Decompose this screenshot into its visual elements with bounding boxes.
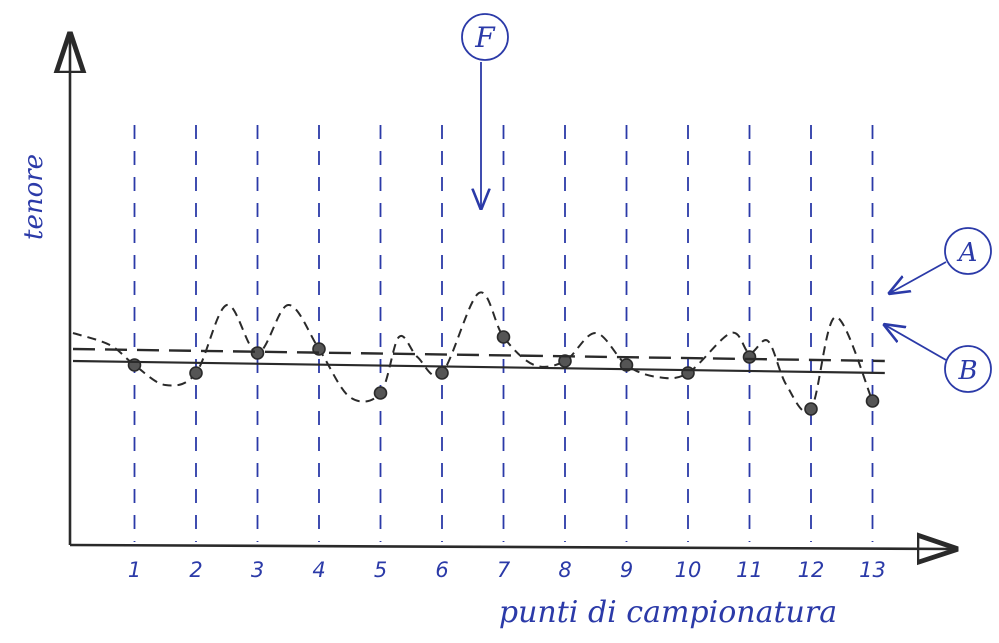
x-tick-2: 2	[189, 558, 202, 582]
x-tick-labels: 1 2 3 4 5 6 7 8 9 10 11 12 13	[128, 558, 886, 582]
annotation-A-label: A	[957, 238, 978, 268]
x-tick-4: 4	[312, 558, 325, 582]
annotation-B-label: B	[957, 356, 977, 386]
x-tick-1: 1	[128, 558, 141, 582]
x-tick-10: 10	[675, 558, 702, 582]
sample-point-13	[865, 394, 880, 408]
annotation-B: B	[885, 325, 992, 393]
annotation-F: F	[461, 13, 509, 208]
x-axis-label: punti di campionatura	[499, 595, 837, 630]
annotation-F-label: F	[474, 21, 496, 54]
x-tick-12: 12	[798, 558, 825, 582]
sample-point-7	[496, 330, 511, 344]
sample-point-6	[435, 366, 449, 380]
sample-point-5	[373, 386, 388, 400]
annotation-A: A	[890, 227, 992, 293]
x-tick-13: 13	[859, 558, 886, 582]
y-axis-label: tenore	[19, 154, 49, 240]
x-tick-5: 5	[374, 558, 387, 582]
sample-point-8	[558, 354, 572, 368]
line-A-dashed	[72, 347, 885, 363]
sample-point-11	[742, 350, 757, 364]
series-measured-curve	[72, 291, 874, 413]
x-tick-7: 7	[497, 558, 511, 582]
sample-point-12	[804, 402, 818, 416]
sample-point-10	[681, 366, 695, 380]
x-tick-3: 3	[251, 558, 264, 582]
x-tick-6: 6	[435, 558, 448, 582]
x-tick-8: 8	[558, 558, 571, 582]
line-B-solid	[72, 359, 885, 375]
series-layer	[72, 291, 885, 416]
x-axis	[69, 545, 955, 549]
x-tick-9: 9	[620, 558, 633, 582]
sample-point-2	[189, 366, 203, 380]
x-tick-11: 11	[736, 558, 763, 582]
sample-point-9	[619, 358, 634, 372]
sample-point-3	[250, 346, 265, 360]
